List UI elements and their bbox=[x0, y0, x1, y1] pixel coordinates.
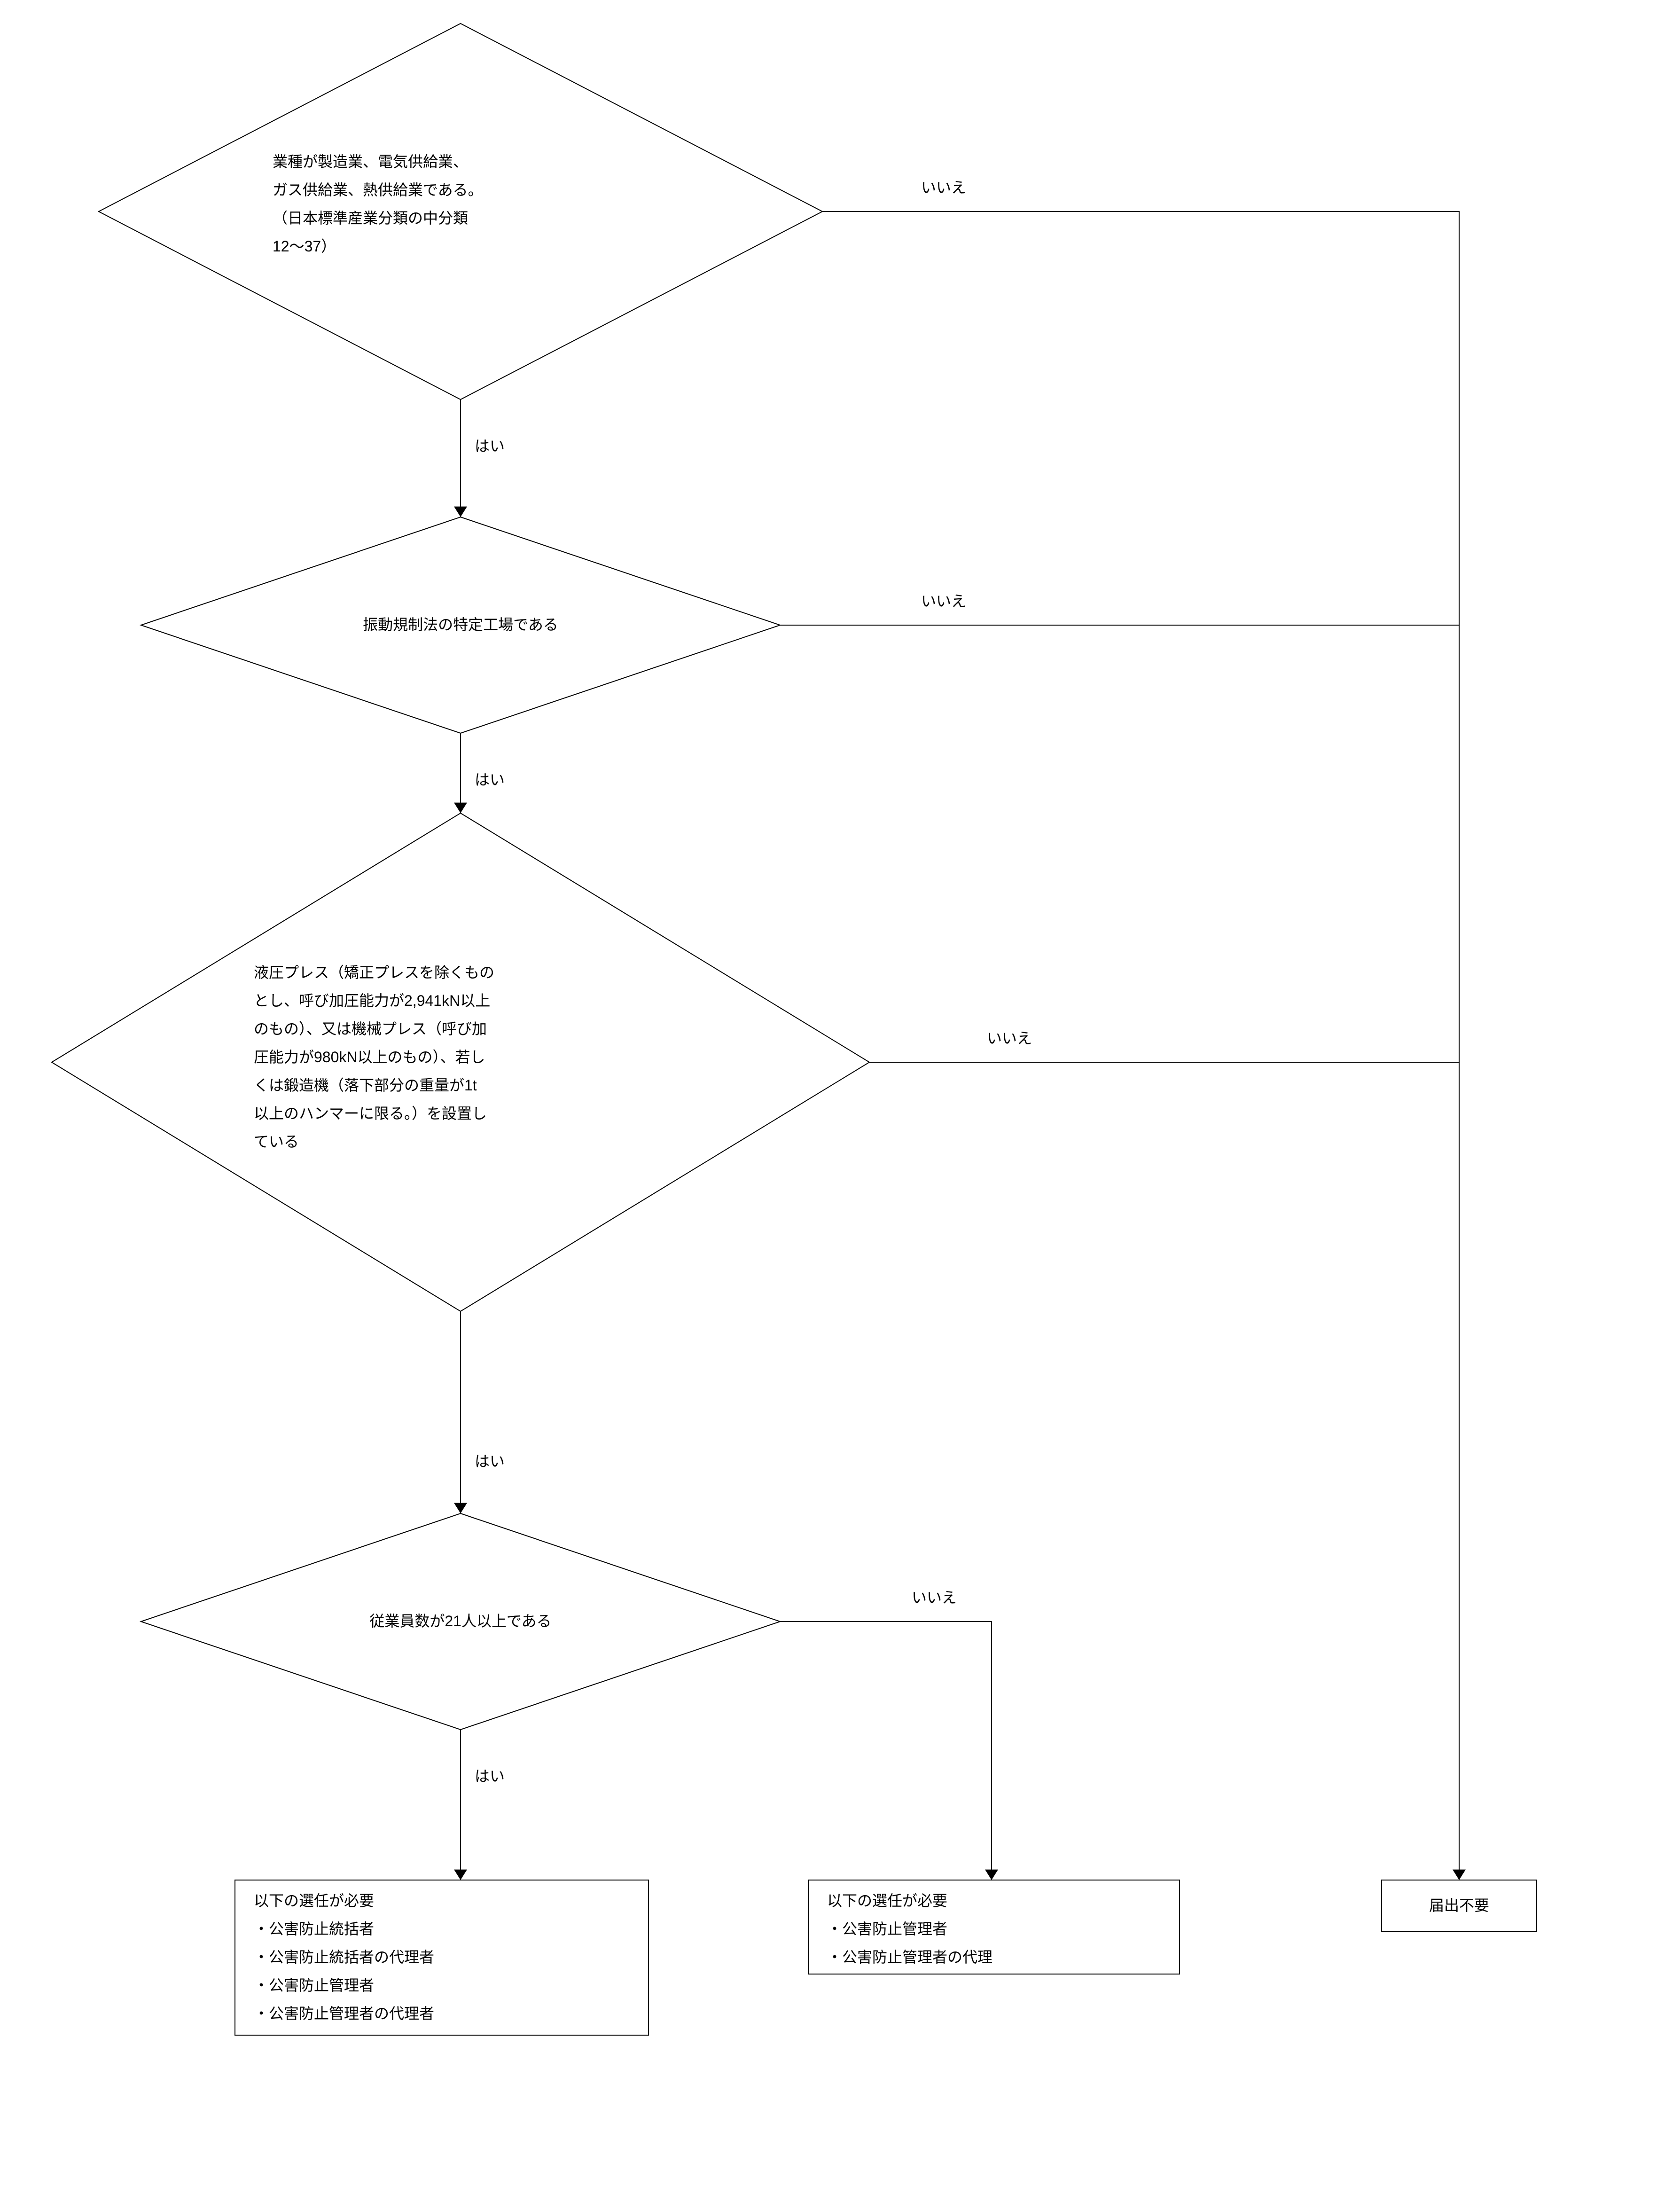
node-text: ている bbox=[254, 1133, 299, 1150]
edge-label: はい bbox=[475, 771, 505, 788]
edge-label: はい bbox=[475, 438, 505, 454]
node-text: 12～37） bbox=[273, 238, 336, 255]
edge-label: いいえ bbox=[987, 1030, 1032, 1047]
edge-label: はい bbox=[475, 1453, 505, 1470]
node-text: 届出不要 bbox=[1429, 1897, 1489, 1914]
node-text: ・公害防止管理者 bbox=[827, 1920, 947, 1937]
node-text: 以上のハンマーに限る。）を設置し bbox=[254, 1105, 487, 1122]
node-text: （日本標準産業分類の中分類 bbox=[273, 210, 468, 227]
node-text: ・公害防止管理者の代理 bbox=[827, 1949, 992, 1966]
connector bbox=[822, 212, 1459, 1880]
arrow-head bbox=[1453, 1870, 1466, 1880]
connector bbox=[780, 1622, 992, 1880]
node-text: 液圧プレス（矯正プレスを除くもの bbox=[254, 964, 494, 981]
edge-label: はい bbox=[475, 1768, 505, 1785]
node-text: 業種が製造業、電気供給業、 bbox=[273, 153, 468, 170]
node-text: 振動規制法の特定工場である bbox=[363, 616, 558, 633]
arrow-head bbox=[454, 803, 467, 813]
arrow-head bbox=[454, 507, 467, 517]
node-text: とし、呼び加圧能力が2,941kN以上 bbox=[254, 992, 490, 1009]
arrow-head bbox=[454, 1870, 467, 1880]
node-text: ガス供給業、熱供給業である。 bbox=[273, 181, 483, 198]
arrow-head bbox=[454, 1503, 467, 1513]
edge-label: いいえ bbox=[921, 179, 966, 196]
flowchart-diagram: はいはいはいはいいいえいいえいいえいいえ業種が製造業、電気供給業、ガス供給業、熱… bbox=[0, 0, 1680, 2194]
edge-label: いいえ bbox=[912, 1589, 957, 1606]
node-text: 圧能力が980kN以上のもの）、若し bbox=[254, 1049, 485, 1066]
node-text: ・公害防止管理者 bbox=[254, 1977, 374, 1994]
node-text: くは鍛造機（落下部分の重量が1t bbox=[254, 1077, 477, 1094]
node-text: 従業員数が21人以上である bbox=[369, 1613, 551, 1630]
node-text: 以下の選任が必要 bbox=[827, 1892, 947, 1909]
node-text: のもの）、又は機械プレス（呼び加 bbox=[254, 1020, 487, 1037]
edge-label: いいえ bbox=[921, 593, 966, 610]
node-text: ・公害防止統括者の代理者 bbox=[254, 1949, 434, 1966]
node-text: ・公害防止統括者 bbox=[254, 1920, 374, 1937]
node-text: ・公害防止管理者の代理者 bbox=[254, 2005, 434, 2022]
node-text: 以下の選任が必要 bbox=[254, 1892, 374, 1909]
arrow-head bbox=[985, 1870, 998, 1880]
